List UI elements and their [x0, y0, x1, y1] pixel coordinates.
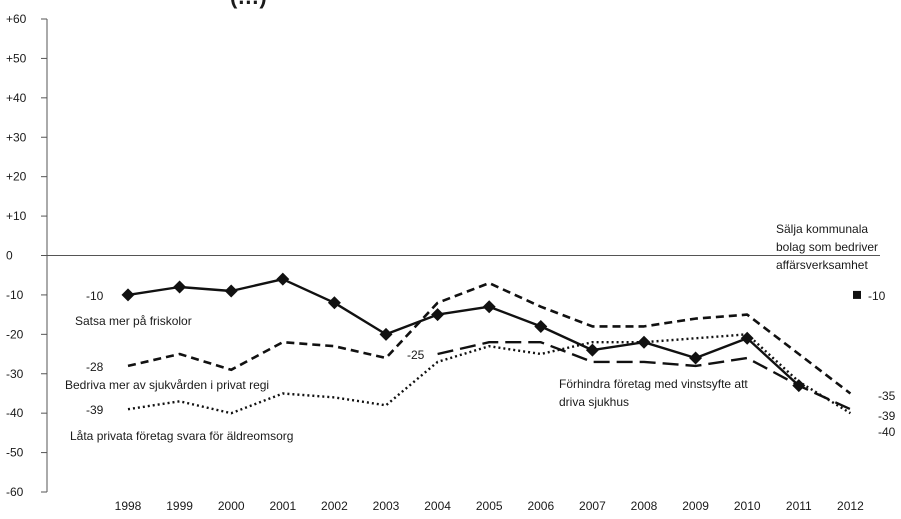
x-tick-label: 2001 — [269, 499, 296, 513]
y-tick-label: +40 — [6, 91, 27, 105]
diamond-marker — [792, 379, 806, 393]
diamond-marker — [534, 319, 548, 333]
x-tick-label: 2007 — [579, 499, 606, 513]
y-tick-label: +30 — [6, 130, 27, 144]
square-marker — [853, 290, 861, 299]
y-tick-label: -40 — [6, 406, 24, 420]
x-tick-label: 2000 — [218, 499, 245, 513]
y-tick-label: +60 — [6, 12, 27, 26]
y-tick-label: -60 — [6, 485, 24, 499]
x-tick-label: 1999 — [166, 499, 193, 513]
x-tick-label: 2006 — [527, 499, 554, 513]
label-aldreomsorg: Låta privata företag svara för äldreomso… — [70, 429, 293, 443]
start-value-label: -28 — [86, 360, 104, 374]
y-tick-label: +10 — [6, 209, 27, 223]
label-bolag-line2: bolag som bedriver — [776, 240, 878, 254]
end-value-label: -10 — [868, 289, 886, 303]
y-tick-label: -10 — [6, 288, 24, 302]
x-tick-label: 2009 — [682, 499, 709, 513]
chart-title: (…) — [230, 0, 267, 9]
diamond-marker — [637, 335, 651, 349]
diamond-marker — [482, 300, 496, 314]
x-tick-label: 2002 — [321, 499, 348, 513]
series-markers — [121, 272, 861, 393]
y-tick-label: 0 — [6, 249, 13, 263]
diamond-marker — [327, 296, 341, 310]
x-tick-label: 2004 — [424, 499, 451, 513]
label-bolag-line3: affärsverksamhet — [776, 258, 868, 272]
end-value-label: -39 — [878, 409, 896, 423]
axes: +60 +50 +40 +30 +20 +10 0 -10 -20 -30 -40 -50 -60 199… — [6, 12, 880, 513]
value-labels: -10 -28 -35 -39 -40 -25 -39 -10 — [86, 289, 896, 439]
series-line-1 — [127, 278, 800, 387]
end-value-label: -35 — [878, 389, 896, 403]
label-sjukvard: Bedriva mer av sjukvården i privat regi — [65, 378, 269, 392]
diamond-marker — [224, 284, 238, 298]
y-tick-label: +20 — [6, 170, 27, 184]
label-friskolor: Satsa mer på friskolor — [75, 314, 192, 328]
diamond-marker — [740, 331, 754, 345]
label-sjukhus-line1: Förhindra företag med vinstsyfte att — [559, 377, 748, 391]
x-tick-label: 2012 — [837, 499, 864, 513]
diamond-marker — [585, 343, 599, 357]
diamond-marker — [173, 280, 187, 294]
start-value-label: -25 — [407, 348, 425, 362]
label-sjukhus-line2: driva sjukhus — [559, 395, 629, 409]
series-lines — [127, 278, 852, 415]
y-tick-label: -20 — [6, 327, 24, 341]
x-tick-label: 1998 — [115, 499, 142, 513]
start-value-label: -39 — [86, 403, 104, 417]
y-tick-label: -30 — [6, 367, 24, 381]
diamond-marker — [121, 288, 135, 302]
series-line-4 — [437, 341, 851, 411]
end-value-label: -40 — [878, 425, 896, 439]
diamond-marker — [276, 272, 290, 286]
x-tick-label: 2011 — [786, 499, 812, 513]
x-tick-label: 2008 — [631, 499, 658, 513]
series-line-3 — [127, 333, 852, 415]
diamond-marker — [431, 308, 445, 322]
y-tick-label: +50 — [6, 51, 27, 65]
x-tick-label: 2010 — [734, 499, 761, 513]
label-bolag-line1: Sälja kommunala — [776, 222, 868, 236]
start-value-label: -10 — [86, 289, 104, 303]
y-tick-label: -50 — [6, 446, 24, 460]
series-line-2 — [127, 281, 852, 395]
diamond-marker — [689, 351, 703, 365]
diamond-marker — [379, 327, 393, 341]
x-tick-label: 2005 — [476, 499, 503, 513]
x-tick-label: 2003 — [373, 499, 400, 513]
